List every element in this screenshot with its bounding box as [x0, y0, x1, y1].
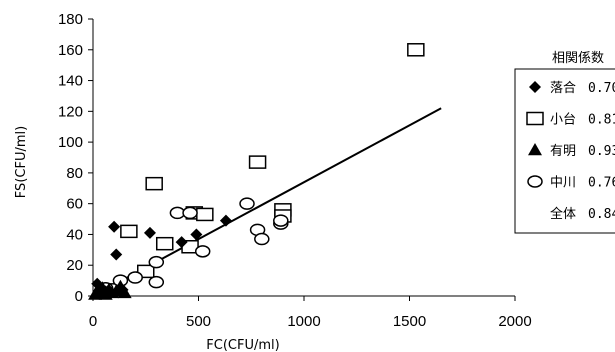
legend: 落合 0.70 小台 0.81 有明 0.93 中川 0.76 全体 0.84 [526, 81, 615, 222]
y-tick-label: 20 [66, 257, 83, 274]
y-tick-label: 0 [75, 288, 83, 305]
legend-value: 0.70 [588, 81, 615, 96]
data-point [239, 197, 255, 210]
x-tick-label: 1000 [287, 313, 320, 330]
data-point [108, 220, 121, 233]
y-tick-label: 120 [58, 103, 83, 120]
y-tick-label: 60 [66, 196, 83, 213]
y-tick-label: 140 [58, 73, 83, 90]
legend-title: 相関係数 [552, 51, 604, 66]
data-point [196, 207, 214, 222]
data-point [120, 224, 138, 239]
y-tick-label: 180 [58, 11, 83, 28]
data-point [110, 248, 123, 261]
legend-value: 0.93 [588, 144, 615, 159]
legend-marker [527, 175, 543, 188]
tick-marks: 0 20 40 60 80 100 120 140 160 180 0 500 1000 1500 2000 [58, 11, 532, 330]
data-point [148, 255, 165, 269]
data-point [143, 226, 156, 239]
legend-marker [529, 81, 541, 93]
y-tick-label: 40 [66, 226, 83, 243]
x-tick-label: 1500 [393, 313, 426, 330]
data-point [407, 43, 425, 57]
data-point [248, 155, 267, 169]
legend-label: 小台 [550, 113, 576, 128]
legend-marker [526, 111, 544, 126]
data-point [194, 245, 211, 258]
x-tick-label: 500 [186, 313, 211, 330]
legend-value: 0.76 [588, 176, 615, 191]
legend-label: 中川 [550, 176, 576, 191]
data-point [182, 206, 198, 220]
legend-value: 0.81 [588, 113, 615, 128]
data-point [155, 236, 174, 251]
legend-label: 有明 [550, 144, 576, 159]
data-point [190, 228, 203, 241]
data-point [145, 176, 163, 191]
data-point [254, 232, 270, 246]
y-tick-label: 160 [58, 42, 83, 59]
legend-label: 落合 [550, 81, 576, 96]
data-points [88, 43, 425, 300]
y-tick-label: 80 [66, 165, 83, 182]
data-point [148, 275, 165, 289]
x-tick-label: 2000 [498, 313, 531, 330]
x-tick-label: 0 [89, 313, 97, 330]
data-point [175, 236, 188, 249]
x-axis-title: FC(CFU/ml) [206, 338, 279, 352]
data-point [127, 271, 143, 284]
plot-axes [92, 19, 515, 297]
legend-label: 全体 [550, 206, 576, 222]
y-tick-label: 100 [58, 134, 83, 151]
y-axis-title: FS(CFU/ml) [14, 126, 29, 198]
legend-value: 0.84 [588, 207, 615, 222]
legend-marker [528, 143, 542, 156]
data-point [219, 214, 232, 227]
data-point [169, 206, 186, 220]
data-point [273, 214, 289, 227]
data-point [117, 285, 132, 299]
